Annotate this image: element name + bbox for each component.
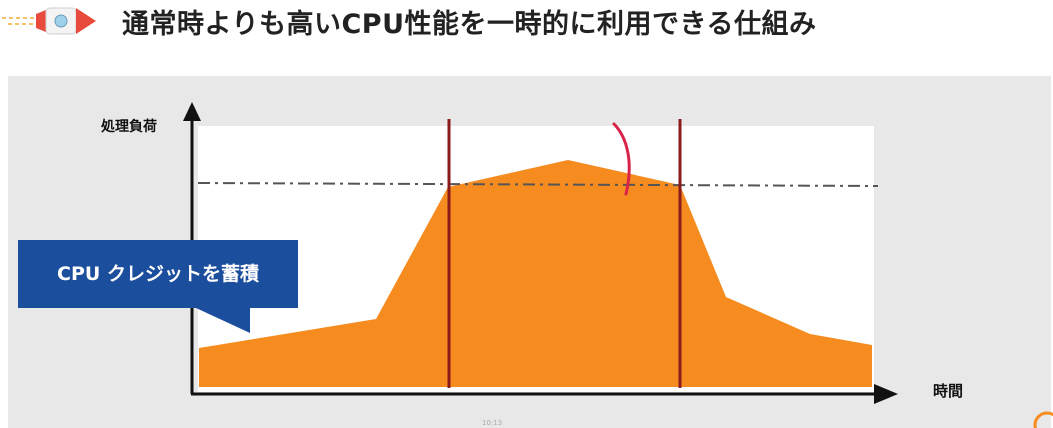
page-title: 通常時よりも高いCPU性能を一時的に利用できる仕組み bbox=[122, 9, 817, 40]
rocket-icon bbox=[2, 7, 96, 35]
corner-decoration bbox=[1033, 411, 1053, 428]
load-area bbox=[199, 160, 872, 387]
callout-box bbox=[18, 240, 298, 333]
y-axis-label: 処理負荷 bbox=[101, 119, 157, 135]
annotation-mark bbox=[612, 122, 631, 196]
callout-label: CPU クレジットを蓄積 bbox=[57, 263, 259, 285]
y-axis-arrow bbox=[183, 102, 201, 121]
page-number: 10:13 bbox=[482, 419, 503, 427]
x-axis-label: 時間 bbox=[933, 382, 964, 400]
x-axis-arrow bbox=[874, 384, 898, 404]
